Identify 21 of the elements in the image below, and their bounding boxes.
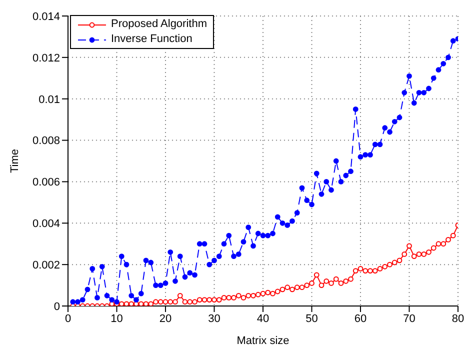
x-tick-label: 10 [110, 312, 123, 325]
x-tick-label: 70 [403, 312, 416, 325]
y-tick-label: 0.006 [32, 176, 60, 189]
y-tick-label: 0 [54, 300, 60, 313]
y-tick-label: 0.012 [32, 52, 60, 64]
x-tick-label: 80 [452, 312, 464, 325]
x-tick-label: 60 [354, 312, 367, 325]
y-tick-label: 0.014 [32, 10, 60, 23]
legend-label: Proposed Algorithm [111, 17, 207, 32]
y-tick-label: 0.008 [32, 135, 60, 148]
y-tick-label: 0.01 [38, 94, 60, 106]
x-tick-label: 40 [256, 312, 270, 325]
y-tick-label: 0.002 [32, 259, 60, 272]
legend-label: Inverse Function [111, 32, 192, 47]
x-tick-label: 0 [64, 312, 72, 325]
x-tick-label: 30 [208, 312, 220, 325]
x-axis-title: Matrix size [236, 335, 290, 347]
y-axis-title: Time [8, 148, 21, 174]
x-tick-label: 20 [159, 312, 172, 325]
y-tick-label: 0.004 [32, 218, 60, 230]
x-tick-label: 50 [306, 312, 318, 325]
